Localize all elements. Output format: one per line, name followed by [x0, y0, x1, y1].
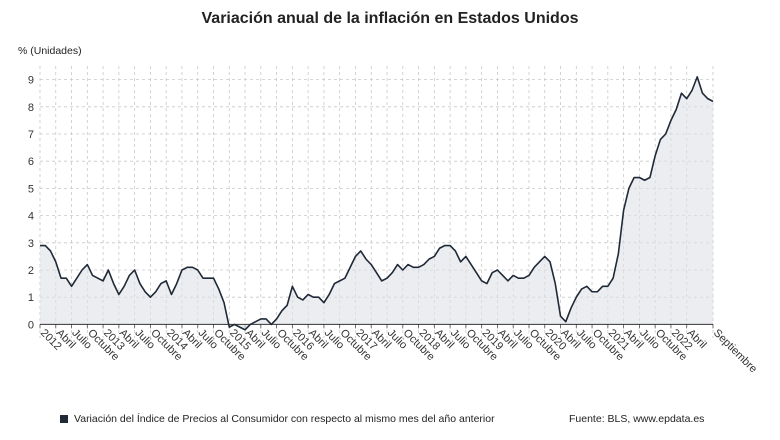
legend: Variación del Índice de Precios al Consu…	[60, 413, 495, 425]
y-tick-label: 2	[28, 265, 34, 277]
legend-label: Variación del Índice de Precios al Consu…	[74, 413, 495, 425]
y-tick-label: 7	[28, 129, 34, 141]
y-tick-label: 8	[28, 102, 34, 114]
legend-swatch	[60, 415, 68, 423]
x-tick-label: Septiembre	[711, 327, 759, 375]
y-tick-label: 1	[28, 292, 34, 304]
series-area	[40, 76, 713, 330]
chart-title: Variación anual de la inflación en Estad…	[201, 10, 579, 27]
y-tick-label: 0	[28, 319, 34, 331]
source-note: Fuente: BLS, www.epdata.es	[569, 413, 705, 425]
y-tick-label: 5	[28, 183, 34, 195]
y-tick-label: 6	[28, 156, 34, 168]
y-tick-label: 3	[28, 238, 34, 250]
series-line	[40, 76, 714, 331]
y-axis-label: % (Unidades)	[18, 45, 82, 57]
y-tick-label: 4	[28, 211, 34, 223]
y-tick-label: 9	[28, 75, 34, 87]
